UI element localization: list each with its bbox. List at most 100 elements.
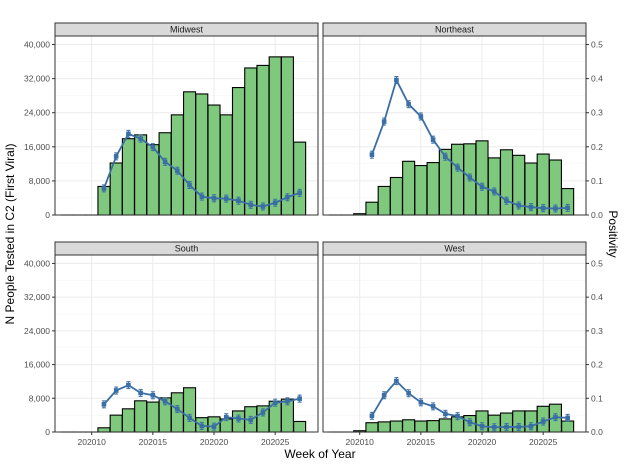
- positivity-point: [443, 154, 448, 159]
- positivity-point: [138, 136, 143, 141]
- panel-background: [323, 255, 586, 432]
- bar: [122, 139, 134, 215]
- positivity-point: [236, 198, 241, 203]
- positivity-point: [394, 379, 399, 384]
- bar: [488, 158, 500, 215]
- bar: [98, 428, 110, 432]
- positivity-point: [187, 183, 192, 188]
- y2-tick-label: 0.0: [591, 210, 603, 220]
- bar: [390, 177, 402, 215]
- positivity-point: [553, 206, 558, 211]
- positivity-point: [261, 204, 266, 209]
- bar: [476, 141, 488, 215]
- bar: [147, 402, 159, 432]
- positivity-point: [273, 200, 278, 205]
- y-tick-label: 32,000: [24, 74, 50, 84]
- bar: [110, 415, 122, 432]
- positivity-point: [419, 114, 424, 119]
- facet-label: West: [444, 244, 465, 254]
- positivity-point: [565, 206, 570, 211]
- positivity-point: [382, 119, 387, 124]
- positivity-point: [382, 393, 387, 398]
- positivity-point: [370, 152, 375, 157]
- positivity-point: [163, 399, 168, 404]
- x-tick-label: 202025: [529, 437, 558, 447]
- bar: [439, 419, 451, 432]
- x-tick-label: 202010: [346, 437, 375, 447]
- bar: [294, 421, 306, 432]
- y-tick-label: 40,000: [24, 40, 50, 50]
- x-tick-label: 202015: [407, 437, 436, 447]
- positivity-point: [285, 195, 290, 200]
- positivity-point: [102, 186, 107, 191]
- positivity-point: [102, 402, 107, 407]
- bar: [257, 65, 269, 215]
- bar: [245, 68, 257, 215]
- positivity-point: [406, 391, 411, 396]
- y-tick-label: 0: [45, 210, 50, 220]
- y2-tick-label: 0.1: [591, 176, 603, 186]
- y-tick-label: 16,000: [24, 142, 50, 152]
- y-tick-label: 32,000: [24, 292, 50, 302]
- bar: [171, 115, 183, 215]
- positivity-point: [138, 391, 143, 396]
- panel-south: South08,00016,00024,00032,00040,00020201…: [24, 242, 318, 447]
- positivity-point: [431, 404, 436, 409]
- facet-label: South: [175, 244, 199, 254]
- positivity-point: [187, 416, 192, 421]
- bar: [135, 135, 147, 215]
- positivity-point: [114, 154, 119, 159]
- y2-tick-label: 0.4: [591, 74, 603, 84]
- bar: [415, 166, 427, 215]
- bar: [378, 186, 390, 215]
- positivity-point: [236, 416, 241, 421]
- bar: [427, 163, 439, 215]
- y-axis-title: N People Tested in C2 (First Viral): [3, 144, 17, 325]
- positivity-point: [431, 137, 436, 142]
- bar: [403, 161, 415, 215]
- bar: [281, 57, 293, 215]
- y-tick-label: 0: [45, 427, 50, 437]
- positivity-point: [224, 415, 229, 420]
- positivity-point: [114, 388, 119, 393]
- positivity-point: [248, 418, 253, 423]
- bar: [294, 142, 306, 215]
- y-tick-label: 8,000: [29, 393, 51, 403]
- y2-tick-label: 0.4: [591, 292, 603, 302]
- positivity-point: [467, 175, 472, 180]
- bar: [135, 401, 147, 432]
- bar: [122, 409, 134, 432]
- x-tick-label: 202010: [78, 437, 107, 447]
- positivity-point: [541, 206, 546, 211]
- bar: [500, 150, 512, 215]
- bar: [232, 88, 244, 215]
- x-tick-label: 202025: [261, 437, 290, 447]
- positivity-point: [504, 425, 509, 430]
- y2-tick-label: 0.3: [591, 108, 603, 118]
- positivity-point: [224, 196, 229, 201]
- bar: [415, 421, 427, 432]
- y2-tick-label: 0.1: [591, 393, 603, 403]
- positivity-point: [273, 400, 278, 405]
- positivity-point: [406, 102, 411, 107]
- bar: [366, 423, 378, 432]
- y-tick-label: 16,000: [24, 360, 50, 370]
- bar: [427, 421, 439, 432]
- positivity-point: [394, 78, 399, 83]
- bar: [269, 57, 281, 215]
- positivity-point: [455, 414, 460, 419]
- y-tick-label: 24,000: [24, 326, 50, 336]
- positivity-point: [480, 424, 485, 429]
- positivity-point: [126, 132, 131, 137]
- positivity-point: [443, 411, 448, 416]
- positivity-point: [467, 420, 472, 425]
- y-tick-label: 8,000: [29, 176, 51, 186]
- y2-axis-title: Positivity: [606, 210, 620, 257]
- positivity-point: [297, 396, 302, 401]
- y2-tick-label: 0.2: [591, 142, 603, 152]
- bar: [147, 145, 159, 215]
- positivity-point: [175, 168, 180, 173]
